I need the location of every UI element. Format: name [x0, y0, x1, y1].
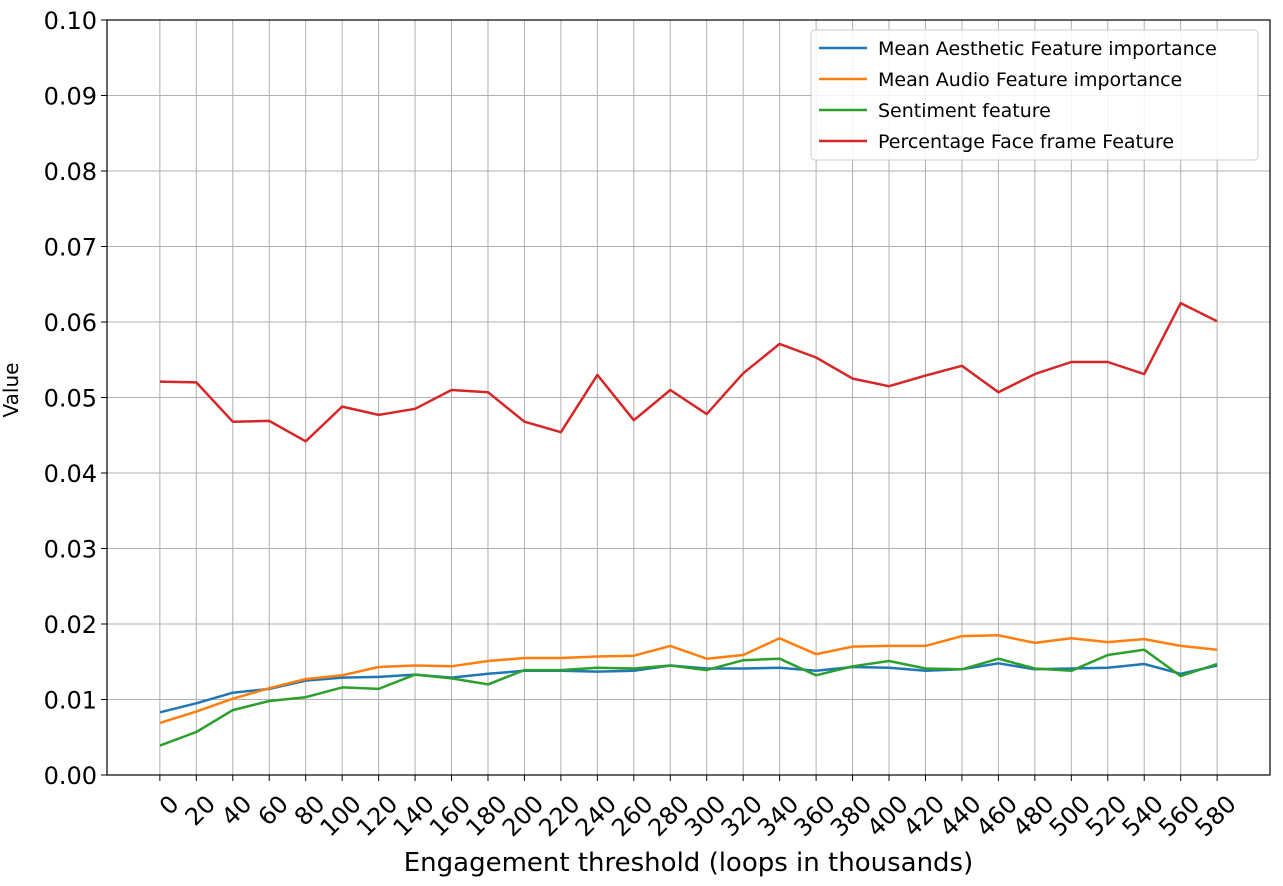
series-line-2: [159, 634, 1218, 725]
legend-box: [810, 29, 1259, 161]
y-tick-label: 0.00: [44, 762, 97, 790]
legend-entry: Percentage Face frame Feature: [878, 131, 1174, 153]
x-axis-label: Engagement threshold (loops in thousands…: [404, 848, 974, 878]
series-line-4: [159, 301, 1218, 443]
y-tick-label: 0.10: [44, 7, 97, 35]
y-tick-label: 0.01: [44, 687, 97, 715]
y-tick-label: 0.02: [44, 611, 97, 639]
x-tick-label: 0: [154, 790, 185, 821]
y-tick-label: 0.03: [44, 536, 97, 564]
x-tick-label: 580: [1190, 790, 1242, 842]
y-tick-label: 0.04: [44, 460, 97, 488]
y-tick-label: 0.05: [44, 385, 97, 413]
y-tick-label: 0.08: [44, 158, 97, 186]
legend: Mean Aesthetic Feature importance Mean Au…: [810, 29, 1259, 161]
legend-entry: Mean Audio Feature importance: [878, 69, 1182, 91]
y-tick-label: 0.07: [44, 234, 97, 262]
x-axis-ticks: 0204060801001201401601802002202402602803…: [154, 775, 1242, 842]
legend-entry: Sentiment feature: [878, 100, 1051, 122]
y-axis-label: Value: [0, 363, 23, 418]
x-tick-label: 20: [180, 790, 221, 831]
legend-entry: Mean Aesthetic Feature importance: [878, 38, 1217, 60]
y-tick-label: 0.09: [44, 83, 97, 111]
y-tick-label: 0.06: [44, 309, 97, 337]
y-axis-ticks: 0.00 0.01 0.02 0.03 0.04 0.05 0.06 0.07 0.08 0.09…: [44, 7, 107, 790]
series-lines: [159, 301, 1218, 747]
series-line-3: [159, 648, 1218, 747]
x-tick-label: 40: [216, 790, 257, 831]
x-tick-label: 60: [253, 790, 294, 831]
